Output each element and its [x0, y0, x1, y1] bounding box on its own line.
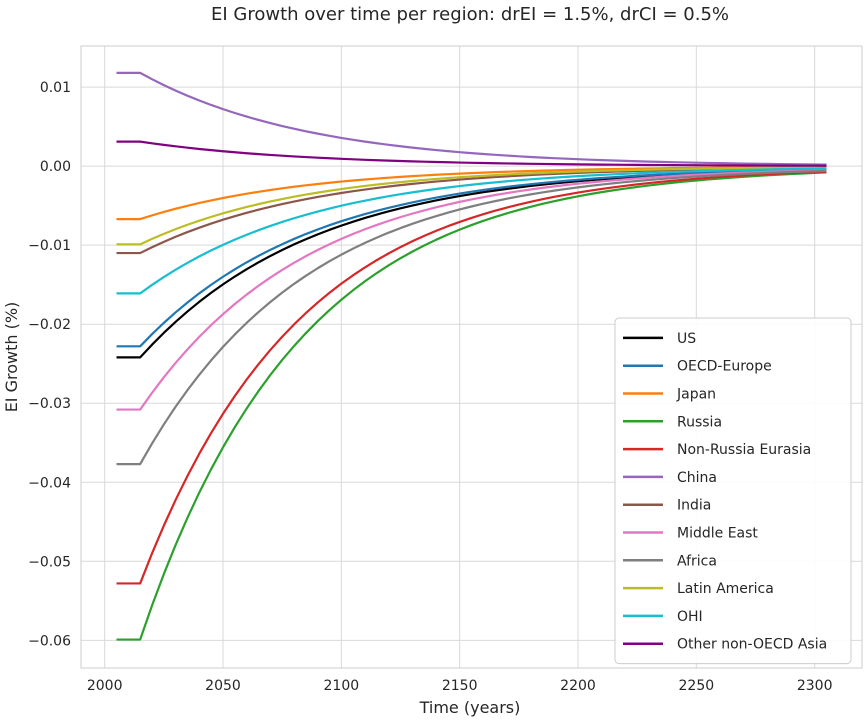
x-tick-label: 2100	[324, 678, 360, 694]
y-tick-label: 0.00	[40, 159, 71, 175]
x-tick-label: 2150	[442, 678, 478, 694]
legend-label: Japan	[676, 387, 716, 403]
x-tick-label: 2050	[205, 678, 241, 694]
y-tick-label: 0.01	[40, 80, 71, 96]
legend-label: Other non-OECD Asia	[677, 637, 827, 653]
legend-label: Non-Russia Eurasia	[677, 442, 811, 458]
x-axis-label: Time (years)	[419, 698, 521, 717]
y-tick-label: −0.05	[28, 554, 71, 570]
legend-label: China	[677, 470, 717, 486]
legend-label: India	[677, 498, 711, 514]
y-tick-label: −0.01	[28, 238, 71, 254]
series-line-other-non-oecd-asia	[116, 140, 827, 167]
legend-label: Africa	[677, 553, 717, 569]
series-lines	[116, 71, 827, 641]
series-line-africa	[116, 169, 827, 466]
series-line-china	[116, 71, 827, 166]
series-line-ohi	[116, 167, 827, 295]
x-axis-ticks: 2000 2050 2100 2150 2200 2250 2300	[87, 678, 833, 694]
series-line-oecd-europe	[116, 168, 827, 348]
series-line-middle-east	[116, 168, 827, 411]
y-axis-ticks: 0.01 0.00 −0.01 −0.02 −0.03 −0.04 −0.05 −0.06	[28, 80, 71, 649]
x-tick-label: 2200	[560, 678, 596, 694]
y-tick-label: −0.03	[28, 396, 71, 412]
legend-label: OECD-Europe	[677, 359, 772, 375]
series-line-latin-america	[116, 166, 827, 246]
legend-label: Latin America	[677, 581, 774, 597]
y-tick-label: −0.02	[28, 317, 71, 333]
legend: US OECD-Europe Japan Russia Non-Russia Euras…	[614, 317, 852, 665]
y-tick-label: −0.04	[28, 475, 71, 491]
x-tick-label: 2300	[797, 678, 833, 694]
legend-box	[614, 317, 852, 665]
series-line-non-russia-eurasia	[116, 170, 827, 585]
x-tick-label: 2250	[679, 678, 715, 694]
legend-label: Middle East	[677, 526, 758, 542]
legend-label: OHI	[677, 609, 703, 625]
legend-label: US	[677, 331, 696, 347]
x-tick-label: 2000	[87, 678, 123, 694]
y-axis-label: EI Growth (%)	[2, 302, 21, 413]
legend-label: Russia	[677, 414, 722, 430]
series-line-russia	[116, 171, 827, 641]
chart-title: EI Growth over time per region: drEI = 1…	[211, 4, 729, 25]
plot-area	[80, 45, 863, 669]
y-tick-label: −0.06	[28, 633, 71, 649]
